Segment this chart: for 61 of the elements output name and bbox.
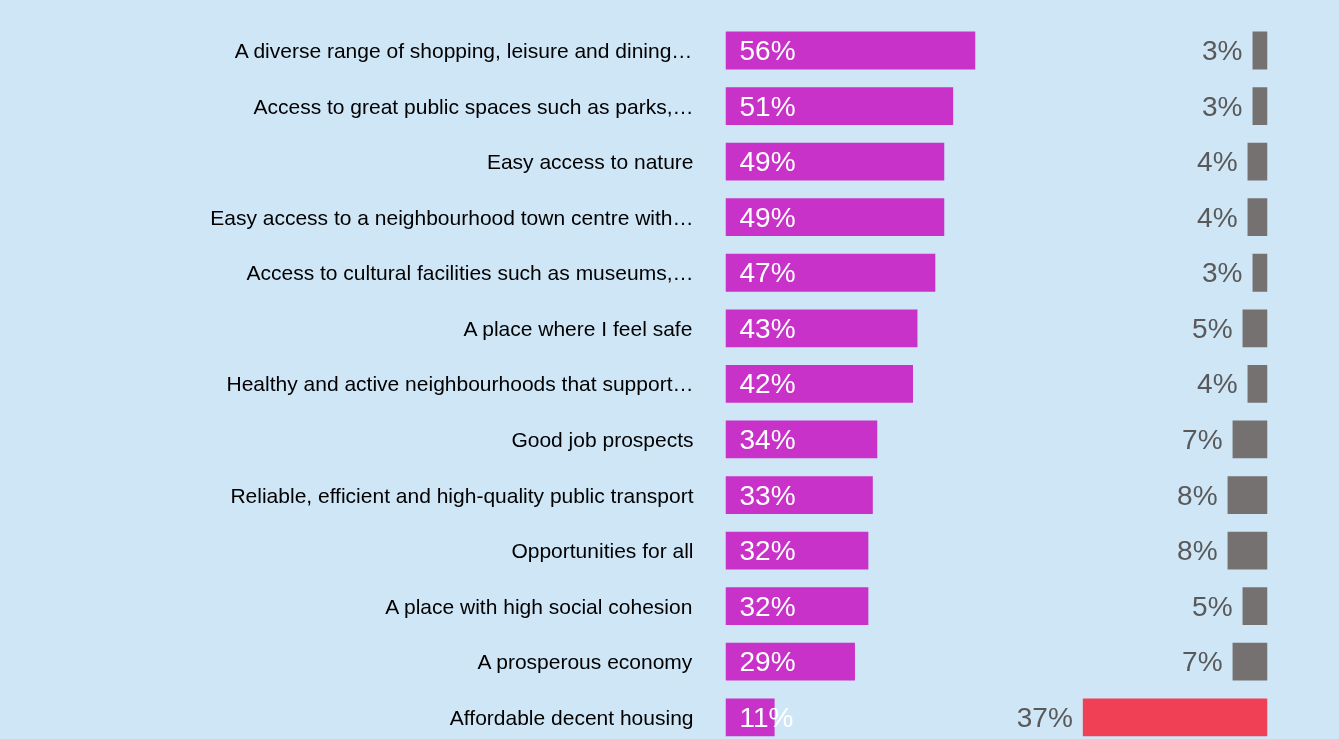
data-label: 47% [739, 257, 796, 289]
data-label: 43% [739, 312, 796, 344]
bar [725, 642, 855, 681]
data-label: 32% [739, 590, 796, 622]
y-tick-label: Easy access to nature [486, 150, 694, 174]
bar [1242, 587, 1268, 626]
data-label: 7% [1182, 646, 1223, 678]
bar [1247, 142, 1268, 181]
bar [1232, 420, 1268, 459]
data-label: 5% [1192, 590, 1233, 622]
bar [725, 587, 869, 626]
y-tick-label: Affordable decent housing [449, 705, 694, 729]
data-label: 29% [739, 646, 796, 678]
data-label: 51% [739, 90, 796, 122]
data-label: 3% [1202, 90, 1243, 122]
bar [1082, 698, 1268, 737]
y-tick-label: A place with high social cohesion [385, 594, 693, 618]
bar [725, 198, 945, 237]
data-label: 34% [739, 423, 796, 455]
y-tick-label: Opportunities for all [511, 539, 694, 563]
bar [1242, 309, 1268, 348]
data-label: 8% [1177, 479, 1218, 511]
data-label: 49% [739, 201, 796, 233]
y-tick-label: Healthy and active neighbourhoods that support… [226, 372, 694, 396]
bar [725, 476, 873, 514]
bar [1227, 531, 1268, 570]
data-label: 56% [739, 35, 796, 67]
y-tick-label: Access to great public spaces such as parks,… [253, 94, 694, 118]
data-label: 4% [1197, 201, 1238, 233]
data-label: 33% [739, 479, 796, 511]
data-label: 3% [1202, 35, 1243, 67]
bar [1247, 198, 1268, 237]
y-tick-label: Good job prospects [511, 427, 694, 451]
bar [725, 87, 954, 125]
y-tick-label: Easy access to a neighbourhood town centre with… [210, 205, 694, 229]
data-label: 37% [1016, 701, 1073, 733]
y-tick-label: A diverse range of shopping, leisure and dining… [234, 39, 693, 63]
bar [1252, 31, 1268, 70]
bar [1232, 642, 1268, 681]
data-label: 8% [1177, 535, 1218, 567]
bar [725, 365, 913, 403]
bar [1252, 253, 1268, 292]
y-tick-label: Access to cultural facilities such as museums,… [246, 261, 694, 285]
y-tick-label: A prosperous economy [477, 650, 693, 674]
data-label: 4% [1197, 146, 1238, 178]
bar [725, 253, 936, 292]
data-label: 42% [739, 368, 796, 400]
y-tick-label: Reliable, efficient and high-quality public transport [230, 483, 694, 507]
bar [725, 309, 918, 348]
y-tick-label: A place where I feel safe [463, 316, 693, 340]
data-label: 7% [1182, 423, 1223, 455]
bar [1252, 87, 1268, 125]
bar [1247, 365, 1268, 403]
bar [1227, 476, 1268, 514]
data-label: 32% [739, 535, 796, 567]
data-label: 4% [1197, 368, 1238, 400]
data-label: 3% [1202, 257, 1243, 289]
bar [725, 142, 945, 181]
data-label: 5% [1192, 312, 1233, 344]
data-label: 49% [739, 146, 796, 178]
bar [725, 31, 976, 70]
